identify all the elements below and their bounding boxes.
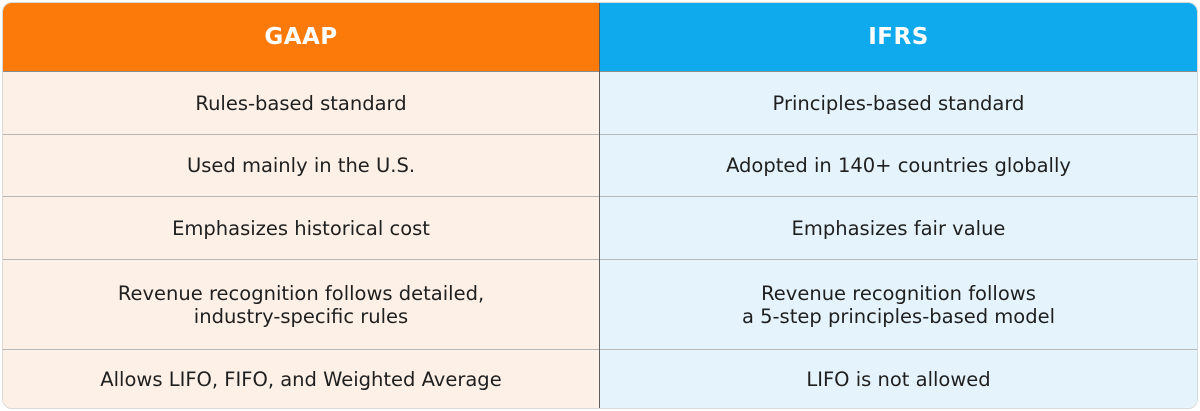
ifrs-cell-valuation: Emphasizes fair value xyxy=(600,197,1197,260)
gaap-cell-valuation: Emphasizes historical cost xyxy=(3,197,599,260)
ifrs-column: IFRS Principles-based standard Adopted i… xyxy=(600,3,1197,408)
gaap-cell-usage: Used mainly in the U.S. xyxy=(3,135,599,197)
gaap-cell-inventory: Allows LIFO, FIFO, and Weighted Average xyxy=(100,367,502,391)
ifrs-cell-standard-type: Principles-based standard xyxy=(600,72,1197,135)
gaap-cell-revenue-recognition: Revenue recognition follows detailed, in… xyxy=(3,260,599,350)
ifrs-cell-revenue-recognition: Revenue recognition follows a 5-step pri… xyxy=(600,260,1197,350)
gaap-cell-standard-type: Rules-based standard xyxy=(3,72,599,135)
ifrs-cell-inventory: LIFO is not allowed xyxy=(806,367,991,391)
ifrs-header: IFRS xyxy=(600,3,1197,72)
ifrs-cell-usage: Adopted in 140+ countries globally xyxy=(600,135,1197,197)
gaap-column: GAAP Rules-based standard Used mainly in… xyxy=(3,3,600,408)
gaap-header: GAAP xyxy=(3,3,599,72)
